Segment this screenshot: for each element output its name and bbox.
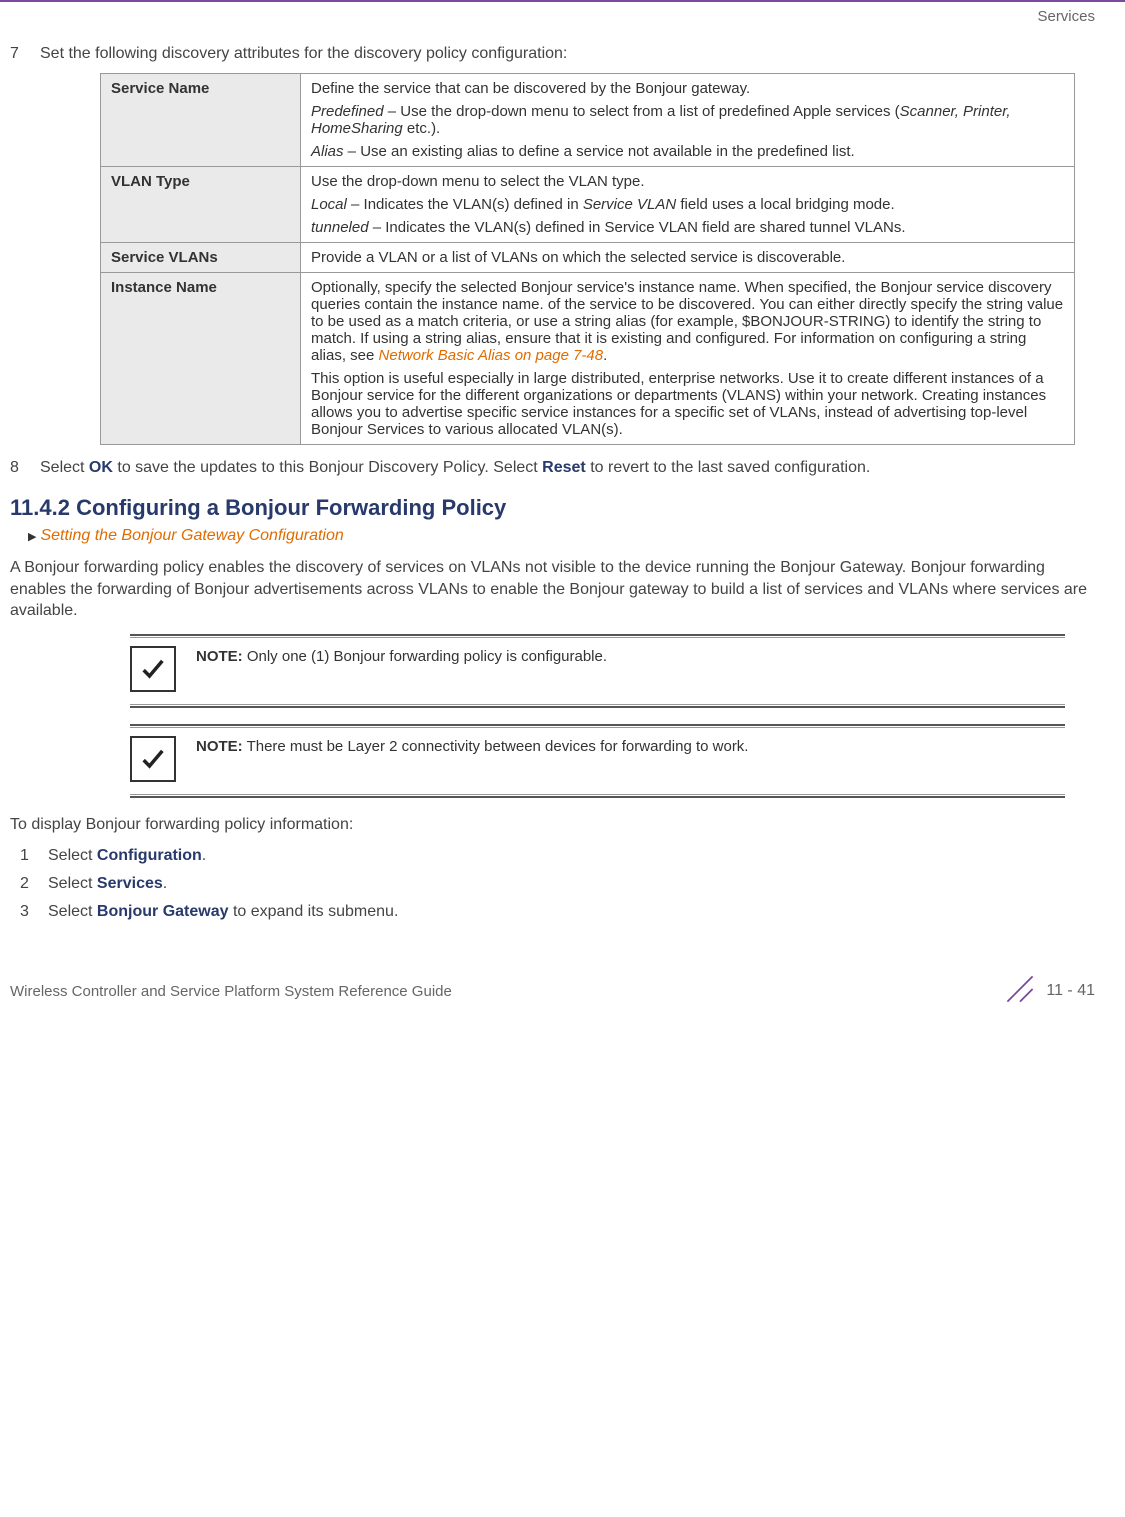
bonjour-gateway-label: Bonjour Gateway bbox=[97, 903, 229, 920]
text: Select bbox=[48, 847, 97, 864]
th-service-vlans: Service VLANs bbox=[101, 243, 301, 273]
cell-para: Define the service that can be discovere… bbox=[311, 80, 1064, 97]
step-number: 3 bbox=[20, 903, 48, 921]
note-2: NOTE: There must be Layer 2 connectivity… bbox=[130, 724, 1065, 798]
text: field uses a local bridging mode. bbox=[676, 196, 894, 213]
footer-mark-icon bbox=[1002, 971, 1038, 1011]
breadcrumb: ▶ Setting the Bonjour Gateway Configurat… bbox=[28, 527, 1095, 545]
text: to revert to the last saved configuratio… bbox=[586, 459, 871, 476]
lead-paragraph: To display Bonjour forwarding policy inf… bbox=[10, 814, 1095, 836]
th-instance-name: Instance Name bbox=[101, 273, 301, 445]
text: – Use an existing alias to define a serv… bbox=[344, 143, 855, 160]
ol-step-2: 2 Select Services. bbox=[20, 875, 1095, 893]
term-local: Local bbox=[311, 196, 347, 213]
note-rule bbox=[130, 794, 1065, 798]
step-text: Select OK to save the updates to this Bo… bbox=[40, 459, 1095, 477]
step-7: 7 Set the following discovery attributes… bbox=[10, 45, 1095, 63]
reset-label: Reset bbox=[542, 459, 586, 476]
term-alias: Alias bbox=[311, 143, 344, 160]
footer-right: 11 - 41 bbox=[1002, 971, 1095, 1011]
note-label: NOTE: bbox=[196, 648, 243, 665]
services-label: Services bbox=[97, 875, 163, 892]
cell-para: Provide a VLAN or a list of VLANs on whi… bbox=[311, 249, 1064, 266]
step-number: 7 bbox=[10, 45, 40, 63]
step-text: Select Configuration. bbox=[48, 847, 206, 865]
page-number: 11 - 41 bbox=[1046, 982, 1095, 1000]
note-text: NOTE: Only one (1) Bonjour forwarding po… bbox=[196, 646, 607, 665]
step-number: 1 bbox=[20, 847, 48, 865]
ok-label: OK bbox=[89, 459, 113, 476]
term-service-vlan: Service VLAN bbox=[583, 196, 676, 213]
th-service-name: Service Name bbox=[101, 74, 301, 167]
attributes-table-wrap: Service Name Define the service that can… bbox=[100, 73, 1075, 445]
term-predefined: Predefined bbox=[311, 103, 384, 120]
page-footer: Wireless Controller and Service Platform… bbox=[0, 931, 1125, 1011]
text: . bbox=[202, 847, 206, 864]
cell-para: Local – Indicates the VLAN(s) defined in… bbox=[311, 196, 1064, 213]
link-setting-bonjour-gateway[interactable]: Setting the Bonjour Gateway Configuratio… bbox=[40, 527, 343, 545]
cell-para: Alias – Use an existing alias to define … bbox=[311, 143, 1064, 160]
step-number: 8 bbox=[10, 459, 40, 477]
check-icon bbox=[130, 646, 176, 692]
check-icon bbox=[130, 736, 176, 782]
footer-title: Wireless Controller and Service Platform… bbox=[10, 983, 452, 1000]
intro-paragraph: A Bonjour forwarding policy enables the … bbox=[10, 557, 1095, 622]
th-vlan-type: VLAN Type bbox=[101, 167, 301, 243]
note-label: NOTE: bbox=[196, 738, 243, 755]
configuration-label: Configuration bbox=[97, 847, 202, 864]
cell-para: This option is useful especially in larg… bbox=[311, 370, 1064, 438]
link-network-basic-alias[interactable]: Network Basic Alias on page 7-48 bbox=[379, 347, 604, 364]
step-text: Set the following discovery attributes f… bbox=[40, 45, 1095, 63]
note-rule bbox=[130, 704, 1065, 708]
cell-para: tunneled – Indicates the VLAN(s) defined… bbox=[311, 219, 1064, 236]
table-row: VLAN Type Use the drop-down menu to sele… bbox=[101, 167, 1075, 243]
td-vlan-type: Use the drop-down menu to select the VLA… bbox=[301, 167, 1075, 243]
note-1: NOTE: Only one (1) Bonjour forwarding po… bbox=[130, 634, 1065, 708]
text: There must be Layer 2 connectivity betwe… bbox=[243, 738, 749, 755]
note-body: NOTE: There must be Layer 2 connectivity… bbox=[130, 736, 1065, 786]
text: etc.). bbox=[403, 120, 441, 137]
td-instance-name: Optionally, specify the selected Bonjour… bbox=[301, 273, 1075, 445]
text: to expand its submenu. bbox=[229, 903, 399, 920]
td-service-name: Define the service that can be discovere… bbox=[301, 74, 1075, 167]
td-service-vlans: Provide a VLAN or a list of VLANs on whi… bbox=[301, 243, 1075, 273]
text: . bbox=[603, 347, 607, 364]
step-text: Select Services. bbox=[48, 875, 167, 893]
text: – Indicates the VLAN(s) defined in Servi… bbox=[369, 219, 906, 236]
step-number: 2 bbox=[20, 875, 48, 893]
page-header-category: Services bbox=[0, 2, 1125, 25]
cell-para: Use the drop-down menu to select the VLA… bbox=[311, 173, 1064, 190]
term-tunneled: tunneled bbox=[311, 219, 369, 236]
cell-para: Optionally, specify the selected Bonjour… bbox=[311, 279, 1064, 364]
page-content: 7 Set the following discovery attributes… bbox=[0, 25, 1125, 921]
text: . bbox=[163, 875, 167, 892]
text: Only one (1) Bonjour forwarding policy i… bbox=[243, 648, 607, 665]
table-row: Service VLANs Provide a VLAN or a list o… bbox=[101, 243, 1075, 273]
step-text: Select Bonjour Gateway to expand its sub… bbox=[48, 903, 398, 921]
ol-step-1: 1 Select Configuration. bbox=[20, 847, 1095, 865]
section-heading: 11.4.2 Configuring a Bonjour Forwarding … bbox=[10, 495, 1095, 521]
text: – Indicates the VLAN(s) defined in bbox=[347, 196, 583, 213]
text: Select bbox=[40, 459, 89, 476]
cell-para: Predefined – Use the drop-down menu to s… bbox=[311, 103, 1064, 137]
note-rule bbox=[130, 634, 1065, 638]
text: to save the updates to this Bonjour Disc… bbox=[113, 459, 542, 476]
note-body: NOTE: Only one (1) Bonjour forwarding po… bbox=[130, 646, 1065, 696]
table-row: Service Name Define the service that can… bbox=[101, 74, 1075, 167]
attributes-table: Service Name Define the service that can… bbox=[100, 73, 1075, 445]
table-row: Instance Name Optionally, specify the se… bbox=[101, 273, 1075, 445]
step-8: 8 Select OK to save the updates to this … bbox=[10, 459, 1095, 477]
ol-step-3: 3 Select Bonjour Gateway to expand its s… bbox=[20, 903, 1095, 921]
note-text: NOTE: There must be Layer 2 connectivity… bbox=[196, 736, 748, 755]
text: Select bbox=[48, 875, 97, 892]
text: Select bbox=[48, 903, 97, 920]
note-rule bbox=[130, 724, 1065, 728]
page: Services 7 Set the following discovery a… bbox=[0, 0, 1125, 1041]
text: – Use the drop-down menu to select from … bbox=[384, 103, 900, 120]
arrow-icon: ▶ bbox=[28, 530, 36, 543]
